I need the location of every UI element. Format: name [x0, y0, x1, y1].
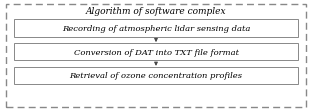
- Text: Algorithm of software complex: Algorithm of software complex: [86, 7, 226, 16]
- Text: Recording of atmospheric lidar sensing data: Recording of atmospheric lidar sensing d…: [62, 25, 250, 32]
- FancyBboxPatch shape: [14, 43, 298, 61]
- FancyBboxPatch shape: [14, 20, 298, 37]
- FancyBboxPatch shape: [14, 67, 298, 84]
- FancyBboxPatch shape: [6, 4, 306, 108]
- Text: Conversion of DAT into TXT file format: Conversion of DAT into TXT file format: [74, 48, 238, 56]
- Text: Retrieval of ozone concentration profiles: Retrieval of ozone concentration profile…: [70, 72, 242, 80]
